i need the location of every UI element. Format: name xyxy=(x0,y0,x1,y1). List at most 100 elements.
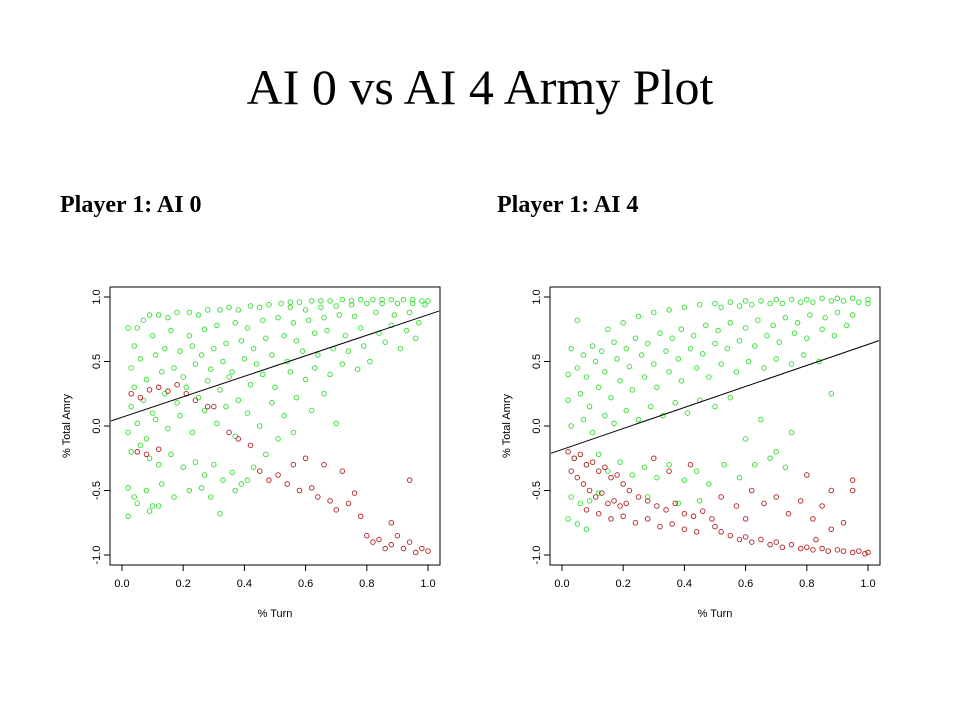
green-point xyxy=(140,397,147,403)
green-point xyxy=(712,300,718,307)
green-point xyxy=(336,312,343,318)
green-point xyxy=(327,371,333,378)
green-point xyxy=(189,343,196,349)
green-point xyxy=(217,307,223,313)
red-point xyxy=(681,510,688,517)
red-point xyxy=(767,541,773,548)
green-point xyxy=(623,407,630,414)
green-point xyxy=(712,403,718,410)
green-point xyxy=(201,472,208,478)
red-point xyxy=(748,487,755,494)
green-point xyxy=(165,314,171,321)
green-point xyxy=(177,348,183,354)
scatter-plot-ai4: 0.0 0.2 0.4 0.6 0.8 1.0 -1.0 -0.5 0.0 0.5 1.0 % Tur… xyxy=(501,286,881,620)
green-point xyxy=(651,361,657,367)
y-tick-label: 1.0 xyxy=(531,289,543,304)
red-point xyxy=(797,498,804,504)
green-point xyxy=(752,461,758,468)
green-point xyxy=(388,322,395,329)
green-point xyxy=(696,301,703,308)
green-point xyxy=(165,425,171,432)
green-point xyxy=(204,307,211,313)
red-point xyxy=(810,547,816,553)
green-point xyxy=(647,403,654,410)
red-point xyxy=(623,500,630,507)
green-point xyxy=(733,369,740,375)
green-point xyxy=(776,339,783,345)
green-point xyxy=(235,397,242,403)
green-point xyxy=(767,300,773,307)
red-point xyxy=(235,436,242,442)
red-point xyxy=(406,539,413,545)
x-tick-label: 1.0 xyxy=(860,578,875,590)
green-point xyxy=(293,394,300,401)
green-point xyxy=(238,338,245,344)
green-point xyxy=(159,369,165,375)
green-point xyxy=(217,510,223,517)
green-point xyxy=(171,494,177,500)
green-point xyxy=(256,304,263,311)
green-point xyxy=(712,340,718,347)
green-point xyxy=(333,303,339,309)
green-point xyxy=(174,400,180,406)
green-point xyxy=(364,300,370,307)
green-point xyxy=(143,436,150,442)
slide-title: AI 0 vs AI 4 Army Plot xyxy=(246,59,714,115)
red-point xyxy=(608,474,614,481)
red-point xyxy=(599,490,605,496)
green-point xyxy=(354,366,361,372)
red-point xyxy=(345,500,352,507)
green-point xyxy=(321,314,327,321)
x-tick-label: 0.6 xyxy=(298,578,313,590)
red-point xyxy=(825,548,831,554)
green-point xyxy=(155,503,162,509)
green-point xyxy=(782,464,789,471)
green-point xyxy=(229,369,235,375)
red-point xyxy=(256,468,263,474)
red-point xyxy=(620,513,626,520)
green-point xyxy=(742,436,749,442)
green-point xyxy=(681,477,688,483)
green-point xyxy=(367,358,373,365)
green-point xyxy=(125,429,131,436)
green-point xyxy=(134,420,141,427)
red-point xyxy=(192,397,199,403)
green-point xyxy=(727,320,734,326)
green-point xyxy=(752,343,758,349)
red-point xyxy=(862,550,868,557)
green-point xyxy=(397,345,404,352)
green-point xyxy=(321,390,327,397)
green-point xyxy=(128,365,134,371)
green-point xyxy=(287,299,294,305)
y-tick-label: -1.0 xyxy=(91,546,103,565)
green-point xyxy=(192,361,199,367)
green-point xyxy=(204,378,211,384)
red-point xyxy=(840,548,847,554)
green-point xyxy=(263,335,269,342)
x-tick-label: 0.4 xyxy=(237,578,252,590)
red-point xyxy=(290,461,297,468)
red-point xyxy=(574,474,581,481)
green-point xyxy=(788,296,795,303)
x-axis-label: % Turn xyxy=(698,608,733,620)
red-point xyxy=(828,487,835,494)
red-point xyxy=(657,523,663,530)
red-point xyxy=(357,513,364,520)
red-point xyxy=(788,541,795,548)
green-point xyxy=(764,332,770,339)
green-point xyxy=(149,332,156,339)
green-point xyxy=(180,464,186,471)
green-point xyxy=(272,384,278,391)
red-point xyxy=(773,494,779,500)
red-point xyxy=(865,549,871,556)
green-point xyxy=(611,339,617,345)
y-tick-label: -1.0 xyxy=(531,546,543,565)
red-point xyxy=(247,442,254,449)
green-point xyxy=(400,296,407,303)
red-point xyxy=(733,503,740,509)
red-point xyxy=(143,451,150,458)
green-point xyxy=(391,312,398,318)
panel-heading-left: Player 1: AI 0 xyxy=(60,192,202,218)
red-point xyxy=(284,481,290,487)
green-point xyxy=(779,300,786,307)
